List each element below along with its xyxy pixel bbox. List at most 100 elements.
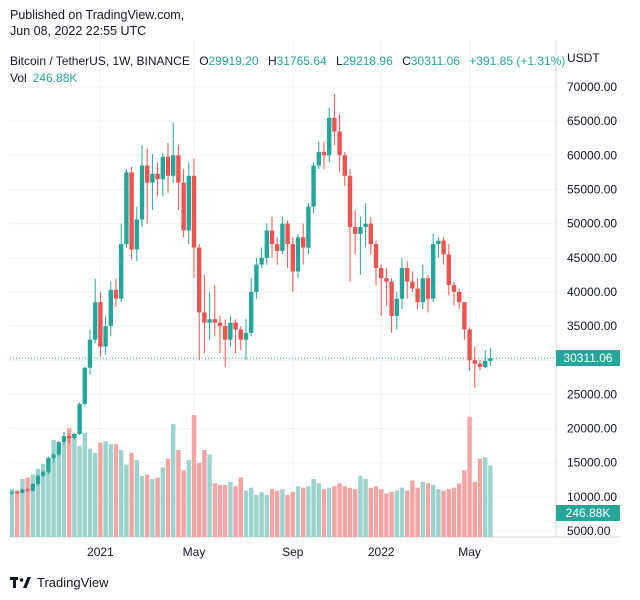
volume-bar [483,457,488,537]
volume-bar [35,468,41,537]
brand[interactable]: TradingView [10,575,109,590]
candle-body [217,322,223,327]
y-tick-label: 60000.00 [567,148,617,162]
last-price-label: 30311.06 [563,351,612,365]
candle-body [389,281,394,316]
candle-body [155,173,160,180]
brand-name: TradingView [37,575,109,590]
candle-body [228,322,233,340]
volume-bar [145,474,150,537]
y-tick-label: 45000.00 [567,251,617,265]
x-tick-label: 2021 [87,545,114,559]
y-tick-label: 55000.00 [567,182,617,196]
x-tick-label: May [458,545,481,559]
volume-bar [264,494,269,537]
symbol-name: Bitcoin / TetherUS, 1W, BINANCE [10,54,190,68]
open-label: O [199,54,209,68]
candle-body [103,326,108,347]
candle-body [191,175,197,248]
volume-bar [436,489,441,537]
volume-bar [233,486,238,537]
candle-body [145,165,150,183]
volume-bar [306,486,311,537]
candle-body [264,230,269,258]
y-tick-label: 5000.00 [567,524,611,538]
volume-label: Vol [10,71,27,85]
volume-bar [124,464,129,537]
candle-body [134,219,139,250]
candle-body [462,302,467,330]
axis-unit: USDT [567,51,600,65]
volume-bar [176,450,181,537]
volume-bar [321,489,327,537]
volume-bar [217,484,223,537]
candle-body [51,454,56,458]
volume-bar [353,489,358,537]
volume-bar [72,435,77,537]
candle-body [290,244,295,272]
candle-body [337,131,342,156]
volume-bar [20,479,25,537]
volume-bar [129,452,134,537]
candle-body [415,288,420,303]
volume-bar [399,487,405,537]
volume-bar [134,460,139,537]
volume-bar [420,481,425,537]
volume-bar [384,493,389,537]
volume-bar [477,458,483,537]
candle-body [451,285,457,292]
volume-bar [301,487,306,537]
candle-body [285,223,290,245]
volume-bar [243,490,249,537]
candle-body [425,278,431,299]
volume-bar [488,465,493,537]
volume-bar [415,487,420,537]
volume-bar [405,490,410,537]
candle-body [165,156,171,176]
candle-body [25,489,30,491]
candle-body [61,436,67,443]
volume-bar [238,477,243,537]
candle-body [321,151,327,156]
candle-body [379,268,384,279]
candle-body [467,329,472,361]
candle-body [233,322,238,330]
volume-bar [259,492,264,537]
candle-body [368,223,373,245]
high-value: 31765.64 [276,54,327,68]
candle-body [431,244,436,299]
candle-body [472,360,477,364]
volume-bar [347,487,353,537]
volume-bar [451,487,457,537]
candle-body [306,206,311,248]
close-value: 30311.06 [410,54,460,68]
publish-info: Published on TradingView.com, Jun 08, 20… [10,7,184,39]
candle-body [113,289,119,299]
volume-bar [332,486,337,537]
volume-bar [368,487,373,537]
y-tick-label: 25000.00 [567,387,617,401]
published-label: Published on TradingView.com, [10,8,185,22]
volume-bar [202,450,207,537]
y-tick-label: 10000.00 [567,490,617,504]
volume-bar [181,470,186,537]
candle-body [436,240,441,245]
volume-bar [228,481,233,537]
candle-body [139,165,145,220]
close-label: C [402,54,411,68]
volume-bar [67,428,72,537]
candle-body [9,492,15,494]
last-volume-label: 246.88K [566,506,611,520]
candle-body [457,291,462,303]
candle-body [20,489,25,493]
y-tick-label: 35000.00 [567,319,617,333]
candle-body [420,278,425,303]
candle-body [410,281,415,289]
candle-body [280,223,285,251]
volume-bar [197,463,202,537]
volume-bar [223,484,228,537]
last-volume-label-bg [556,505,620,521]
candle-body [275,244,280,251]
volume-bar [150,479,155,537]
